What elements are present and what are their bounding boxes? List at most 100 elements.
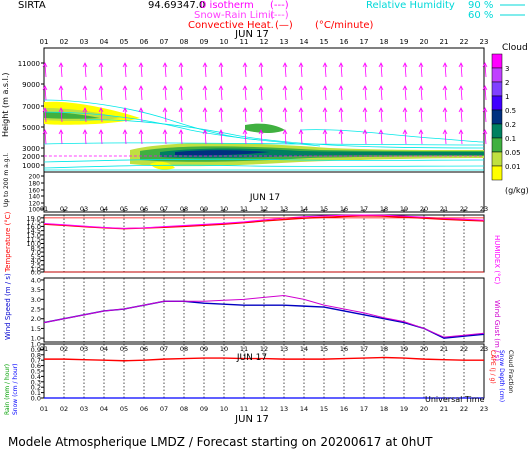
wind-arrow: [380, 130, 383, 145]
temp-panel-y-tick-label: 2.5: [31, 261, 41, 269]
wind-arrow-head: [338, 129, 344, 135]
temp-panel-y-tick-label: 5.5: [31, 253, 41, 261]
height-tick-label: 3000: [22, 145, 40, 153]
precip-bottom-hour-label: 07: [160, 405, 168, 413]
wind-arrow: [420, 63, 423, 78]
wind-panel-y-tick-label: 1.5: [31, 325, 41, 333]
top-hour-tick-label: 12: [260, 38, 269, 46]
temp-hour-tick-label: 15: [320, 205, 328, 213]
height-tick-label: 200: [29, 174, 41, 181]
wind-arrow-head: [298, 62, 304, 68]
rh-contour: [43, 142, 485, 146]
precip-bottom-hour-label: 19: [400, 405, 408, 413]
top-hour-tick-label: 11: [240, 38, 249, 46]
wind-arrow-head: [178, 107, 184, 113]
wind-arrow: [444, 108, 447, 123]
site-coords: 94.69347.0: [148, 0, 205, 11]
wind-arrow: [84, 108, 87, 123]
precip-bottom-hour-label: 21: [440, 405, 448, 413]
wind-arrow-head: [202, 62, 208, 68]
temp-hour-tick-label: 07: [160, 205, 168, 213]
wind-arrow-head: [322, 62, 328, 68]
wind-arrow: [420, 86, 423, 101]
wind-arrow-head: [418, 129, 424, 135]
legend-level-label: 1: [505, 93, 509, 101]
precip-bottom-hour-label: 15: [320, 405, 328, 413]
wind-arrow: [44, 130, 47, 145]
precip-bottom-hour-label: 12: [260, 405, 268, 413]
temp-hour-tick-label: 02: [60, 205, 68, 213]
wind-arrow: [220, 86, 223, 101]
wind-arrow-head: [218, 107, 224, 113]
cloud-fraction-axis-label: Cloud Fraction: [507, 350, 514, 393]
wind-arrow-head: [458, 107, 464, 113]
wind-arrow: [284, 130, 287, 145]
precip-bottom-hour-label: 20: [420, 405, 428, 413]
precip-panel-y-tick-label: 0.9: [31, 346, 41, 354]
convective-label: Convective Heat.: [188, 20, 274, 31]
wind-arrow: [484, 108, 487, 123]
wind-arrow-head: [122, 85, 128, 91]
precip-bottom-hour-label: 02: [60, 405, 68, 413]
wind-arrow: [260, 63, 263, 78]
wind-arrow: [460, 86, 463, 101]
wind-arrow-head: [58, 129, 64, 135]
wind-panel-y-tick-label: 3.0: [31, 296, 41, 304]
temp-panel-y-tick-label: 4.0: [31, 257, 41, 265]
top-hour-tick-label: 03: [80, 38, 89, 46]
precip-bottom-hour-label: 01: [40, 405, 48, 413]
cloud-band-dark: [175, 150, 270, 156]
wind-arrow-head: [458, 129, 464, 135]
legend-level-label: 0.5: [505, 107, 516, 115]
forecast-footer: Modele Atmospherique LMDZ / Forecast sta…: [8, 435, 433, 449]
wind-arrow-head: [282, 107, 288, 113]
temp-hour-tick-label: 20: [420, 205, 428, 213]
temp-hour-tick-label: 06: [140, 205, 148, 213]
wind-arrow: [460, 63, 463, 78]
temp-hour-tick-label: 23: [480, 205, 488, 213]
top-hour-tick-label: 09: [200, 38, 209, 46]
height-tick-label: 1000: [22, 162, 40, 170]
wind-arrow-head: [42, 85, 48, 91]
legend-level-label: 0.01: [505, 163, 521, 171]
wind-arrow: [284, 63, 287, 78]
wind-arrow-head: [298, 129, 304, 135]
wind-arrow-head: [378, 85, 384, 91]
wind-arrow-head: [218, 62, 224, 68]
wind-arrow: [364, 130, 367, 145]
precip-top-hour-label: 05: [120, 345, 128, 353]
precip-panel-y-tick-label: 1.0: [31, 341, 41, 349]
wind-arrow: [100, 130, 103, 145]
legend-swatch: [491, 109, 503, 125]
wind-panel-y-tick-label: 3.5: [31, 286, 41, 294]
precip-top-hour-label: 09: [200, 345, 208, 353]
snow-depth-axis-label: Snow Depth (cm): [498, 350, 505, 402]
wind-arrow-head: [242, 62, 248, 68]
top-hour-tick-label: 08: [180, 38, 189, 46]
wind-arrow: [324, 130, 327, 145]
wind-arrow-head: [162, 62, 168, 68]
precip-top-hour-label: 13: [280, 345, 288, 353]
site-name: SIRTA: [18, 0, 46, 11]
wind-arrow-head: [298, 85, 304, 91]
wind-arrow-head: [362, 107, 368, 113]
cloud-legend-title: Clouds: [502, 43, 528, 53]
wind-arrow-head: [402, 85, 408, 91]
rh-label: Relative Humidity: [366, 0, 455, 11]
wind-panel-y-tick-label: 2.0: [31, 315, 41, 323]
precip-bottom-hour-label: 10: [220, 405, 228, 413]
temp-hour-tick-label: 19: [400, 205, 408, 213]
wind-arrow-head: [402, 129, 408, 135]
precip-top-hour-label: 03: [80, 345, 88, 353]
wind-arrow: [84, 86, 87, 101]
temp-hour-tick-label: 05: [120, 205, 128, 213]
wind-arrow-head: [162, 85, 168, 91]
wind-arrow-head: [42, 62, 48, 68]
precip-panel: 1.00.90.80.70.60.50.40.30.20.10.0 01 01 02 0…: [31, 341, 488, 414]
wind-arrow-head: [218, 129, 224, 135]
wind-arrow-head: [482, 107, 488, 113]
precip-top-hour-label: 12: [260, 345, 268, 353]
rh-contour: [43, 111, 321, 147]
wind-arrow: [324, 63, 327, 78]
wind-arrow: [164, 63, 167, 78]
